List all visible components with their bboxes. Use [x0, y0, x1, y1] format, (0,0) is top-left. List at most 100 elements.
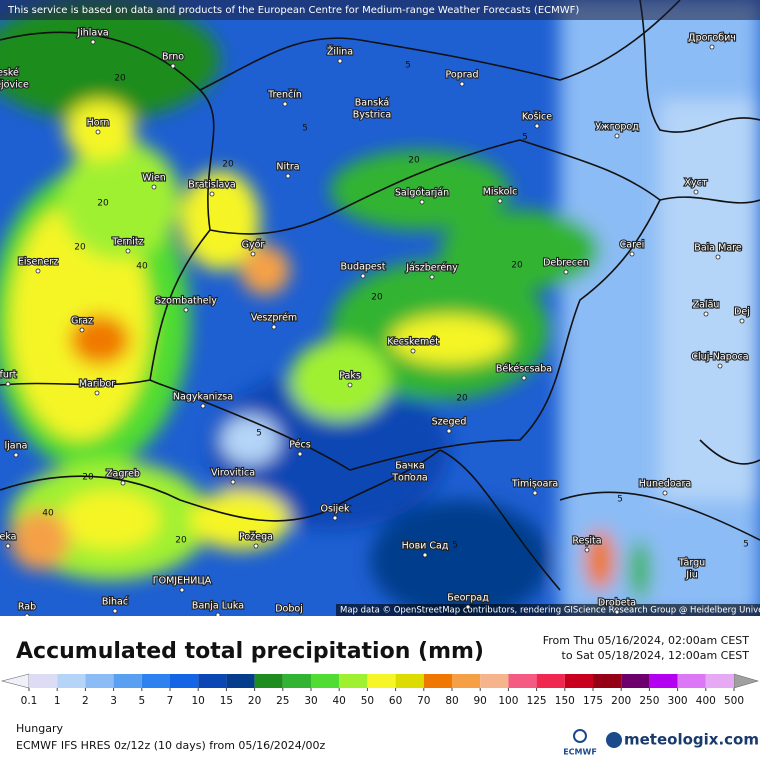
color-bin: [536, 674, 565, 688]
city-label: Trenčín: [267, 90, 302, 101]
city-dot: [337, 58, 343, 64]
city-label: Бачка: [395, 461, 425, 472]
contour-label: 40: [136, 262, 148, 272]
city-dot: [5, 79, 11, 85]
color-bin: [141, 674, 170, 688]
contour-label: 5: [522, 133, 528, 143]
borders: [0, 0, 760, 591]
attribution: Map data © OpenStreetMap contributors, r…: [340, 606, 760, 616]
city-dot: [183, 307, 189, 313]
city-dot: [709, 44, 715, 50]
tick-label: 500: [724, 695, 744, 707]
tick-label: 125: [527, 695, 547, 707]
city-dot: [215, 612, 221, 616]
city-dot: [739, 318, 745, 324]
city-dot: [465, 604, 471, 610]
city-label: Jihlava: [76, 28, 108, 39]
city-label: ljana: [5, 441, 28, 452]
tick-label: 10: [192, 695, 205, 707]
city-dot: [271, 324, 277, 330]
tick-label: 80: [445, 695, 458, 707]
city-dot: [94, 390, 100, 396]
region: Hungary: [16, 722, 63, 735]
city-dot: [584, 547, 590, 553]
city-dot: [5, 543, 11, 549]
city-dot: [410, 348, 416, 354]
period-to: to Sat 05/18/2024, 12:00am CEST: [562, 649, 750, 662]
contour-labels: 20 5 5 20 20 20 20 40 20 20 5 20 5 20 40 20 5 5 5: [42, 61, 749, 551]
city-dot: [407, 472, 413, 478]
period-from: From Thu 05/16/2024, 02:00am CEST: [543, 634, 750, 647]
city-label: Дрогобич: [688, 33, 736, 44]
brand[interactable]: meteologix.com: [624, 731, 759, 749]
contour-label: 20: [456, 394, 468, 404]
city-dot: [360, 273, 366, 279]
color-bin: [564, 674, 593, 688]
tick-label: 7: [167, 695, 174, 707]
contour-label: 20: [222, 160, 234, 170]
color-bin: [113, 674, 142, 688]
city-dot: [563, 269, 569, 275]
city-label: Nagykanizsa: [173, 392, 233, 403]
color-bin: [508, 674, 537, 688]
city-label: Horn: [87, 118, 110, 129]
city-label: Győr: [242, 240, 265, 251]
city-label: Szeged: [432, 417, 467, 428]
tick-label: 40: [333, 695, 346, 707]
city-label: Cluj-Napoca: [691, 352, 748, 363]
city-dot: [5, 381, 11, 387]
city-dot: [369, 109, 375, 115]
precip-field: [0, 0, 760, 616]
city-dot: [459, 81, 465, 87]
city-label: Jiu: [685, 570, 697, 581]
city-label: Žilina: [327, 46, 353, 58]
notice: This service is based on data and produc…: [7, 5, 579, 16]
city-label: Doboj: [275, 604, 303, 615]
city-label: Wien: [142, 173, 166, 184]
color-bin: [170, 674, 199, 688]
city-dot: [200, 403, 206, 409]
city-label: Debrecen: [543, 258, 589, 269]
color-bin: [57, 674, 86, 688]
city-dot: [179, 587, 185, 593]
city-labels: Jihlava Brno Žilina Poprad Дрогобич Trenčín Ba…: [0, 26, 751, 616]
city-dot: [120, 480, 126, 486]
city-dot: [250, 251, 256, 257]
tick-label: 90: [474, 695, 487, 707]
city-dot: [662, 490, 668, 496]
city-label: Szombathely: [155, 296, 217, 307]
color-bin: [226, 674, 255, 688]
color-bin: [367, 674, 396, 688]
city-dot: [614, 133, 620, 139]
tick-label: 5: [138, 695, 145, 707]
contour-label: 5: [302, 124, 308, 134]
color-bin: [282, 674, 311, 688]
city-label: Miskolc: [483, 187, 518, 198]
contour-label: 20: [175, 536, 187, 546]
city-dot: [521, 375, 527, 381]
city-label: Београд: [447, 593, 489, 604]
color-bin: [339, 674, 368, 688]
city-label: Rab: [18, 602, 36, 613]
color-bin: [311, 674, 340, 688]
city-dot: [629, 251, 635, 257]
attribution-bar: [336, 604, 760, 616]
color-bin: [705, 674, 734, 688]
city-dot: [614, 609, 620, 615]
city-dot: [446, 428, 452, 434]
tick-label: 175: [583, 695, 603, 707]
city-label: Hunedoara: [639, 479, 691, 490]
city-dot: [717, 363, 723, 369]
contour-label: 5: [617, 495, 623, 505]
city-dot: [253, 543, 259, 549]
ecmwf-text: ECMWF: [563, 748, 597, 757]
city-label: ГОМЈЕНИЦА: [153, 576, 212, 587]
city-label: Zagreb: [106, 469, 140, 480]
tick-label: 2: [82, 695, 89, 707]
color-bin: [85, 674, 114, 688]
color-bin: [452, 674, 481, 688]
notice-bar: [0, 0, 760, 20]
city-label: Dej: [734, 307, 750, 318]
color-bin: [29, 674, 58, 688]
city-dot: [112, 608, 118, 614]
